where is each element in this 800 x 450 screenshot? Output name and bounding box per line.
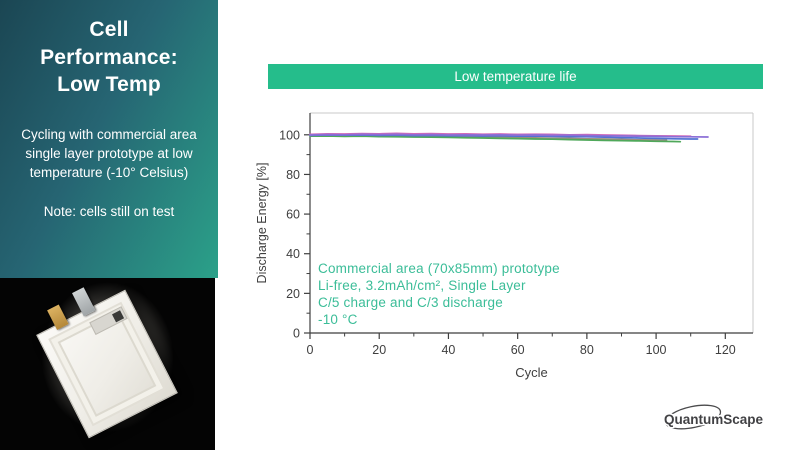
svg-text:40: 40 (441, 343, 455, 357)
annotation-line: Commercial area (70x85mm) prototype (318, 261, 560, 276)
svg-text:100: 100 (279, 128, 300, 142)
annotation-line: C/5 charge and C/3 discharge (318, 295, 503, 310)
logo-text: QuantumScape (664, 412, 764, 427)
chart: 0 20 40 60 80 100 120 0 20 40 60 80 100 Cycle Discharg… (250, 100, 770, 385)
quantumscape-logo-mark: QuantumScape (663, 404, 765, 430)
svg-text:80: 80 (286, 168, 300, 182)
svg-text:0: 0 (293, 327, 300, 341)
svg-text:120: 120 (715, 343, 736, 357)
svg-text:60: 60 (511, 343, 525, 357)
logo-orbit-icon (664, 404, 722, 430)
sidebar-description: Cycling with commercial area single laye… (21, 127, 197, 181)
svg-text:20: 20 (372, 343, 386, 357)
svg-text:100: 100 (646, 343, 667, 357)
chart-annotation: Commercial area (70x85mm) prototype Li-f… (318, 260, 560, 328)
annotation-line: -10 °C (318, 312, 358, 327)
line-chart: 0 20 40 60 80 100 120 0 20 40 60 80 100 Cycle Discharg… (255, 112, 754, 380)
sidebar-note: Note: cells still on test (43, 203, 175, 219)
svg-text:Cycle: Cycle (515, 365, 548, 380)
sidebar: Cell Performance: Low Temp Cycling with … (0, 0, 218, 278)
svg-text:60: 60 (286, 208, 300, 222)
svg-text:0: 0 (307, 343, 314, 357)
chart-banner: Low temperature life (268, 64, 763, 89)
svg-text:40: 40 (286, 247, 300, 261)
cell-photo (0, 278, 215, 450)
svg-text:Discharge Energy [%]: Discharge Energy [%] (255, 163, 269, 284)
annotation-line: Li-free, 3.2mAh/cm², Single Layer (318, 278, 526, 293)
svg-text:20: 20 (286, 287, 300, 301)
svg-text:80: 80 (580, 343, 594, 357)
page-title: Cell Performance: Low Temp (40, 18, 178, 97)
quantumscape-logo: QuantumScape (660, 400, 778, 436)
